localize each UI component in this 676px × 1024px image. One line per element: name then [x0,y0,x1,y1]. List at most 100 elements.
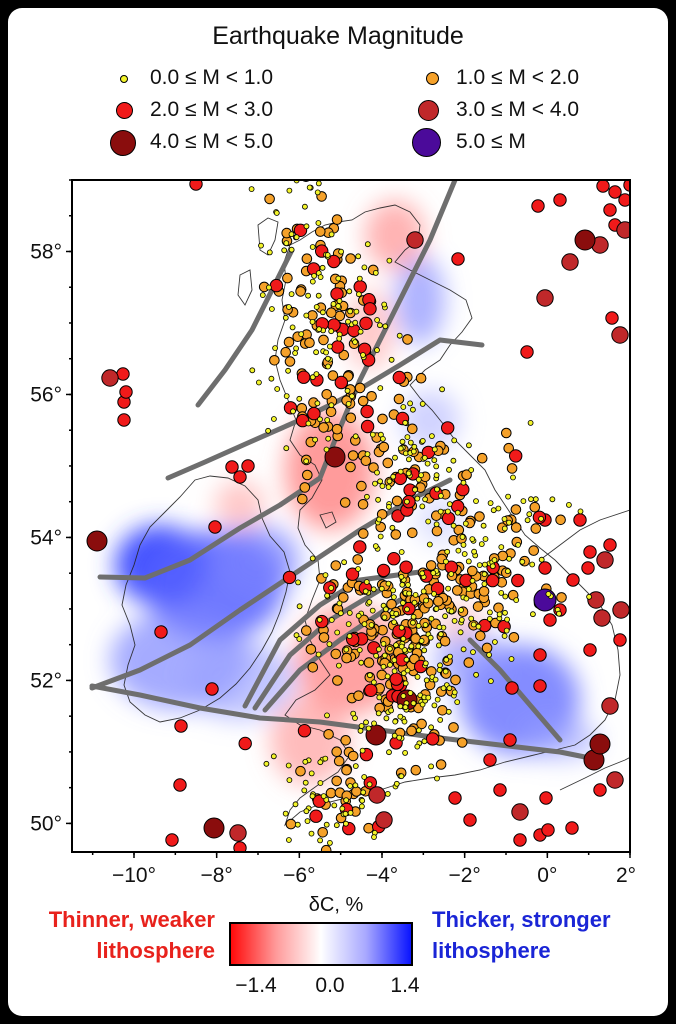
legend-label-m2: 2.0 ≤ M < 3.0 [150,98,274,121]
earthquake-marker [309,278,316,285]
earthquake-marker [346,633,353,639]
earthquake-marker [285,762,292,769]
earthquake-marker [360,404,374,419]
earthquake-marker [309,809,323,823]
earthquake-marker [325,363,332,370]
earthquake-marker [386,598,397,610]
earthquake-marker [323,349,330,356]
axis-ticks [66,179,631,858]
earthquake-marker [355,566,362,572]
earthquake-marker [353,280,367,294]
earthquake-marker [386,478,393,485]
earthquake-marker [618,193,630,207]
earthquake-marker [397,703,404,710]
earthquake-marker [589,733,611,755]
earthquake-marker [341,157,351,167]
legend-marker-m0 [120,75,128,83]
earthquake-marker [506,519,512,526]
earthquake-marker [444,548,451,555]
earthquake-marker [581,561,595,575]
earthquake-marker [457,629,464,636]
earthquake-marker [473,671,480,678]
earthquake-marker [374,347,380,354]
earthquake-marker [340,735,352,746]
earthquake-marker [611,326,629,344]
legend-marker-m5 [412,128,441,157]
earthquake-marker [316,326,323,333]
earthquake-marker [402,704,409,711]
earthquake-marker [380,663,387,670]
earthquake-marker [402,334,413,345]
earthquake-marker [386,257,393,264]
earthquake-marker [398,773,405,780]
earthquake-marker [308,830,315,837]
earthquake-marker [347,308,354,315]
earthquake-marker [428,763,435,770]
earthquake-marker [272,345,279,352]
earthquake-marker [461,469,472,481]
earthquake-marker [347,450,359,461]
earthquake-marker [317,416,323,423]
earthquake-marker [293,223,308,238]
earthquake-marker [439,386,446,393]
earthquake-marker [339,497,351,508]
earthquake-marker [410,448,417,455]
earthquake-marker [530,523,542,534]
earthquake-marker [376,516,383,523]
earthquake-marker [305,420,312,427]
earthquake-marker [392,454,398,461]
earthquake-marker [408,643,415,650]
earthquake-marker [383,715,390,722]
earthquake-marker [298,331,305,338]
earthquake-marker [241,459,255,473]
earthquake-marker [498,544,505,550]
earthquake-marker [446,685,453,692]
earthquake-marker [446,501,453,508]
earthquake-marker [496,611,503,618]
earthquake-marker [273,210,280,216]
colorbar-title: δC, % [308,894,364,916]
earthquake-marker [377,533,384,540]
earthquake-marker [356,480,367,492]
thicker-lithosphere-note: Thicker, stronger lithosphere [432,904,652,966]
earthquake-marker [330,560,342,571]
earthquake-marker [566,573,580,587]
earthquake-marker [487,678,494,684]
earthquake-marker [422,660,429,667]
earthquake-marker [503,442,515,454]
earthquake-marker [361,774,368,780]
earthquake-marker [308,770,315,777]
earthquake-marker [375,646,382,653]
earthquake-marker [313,371,320,378]
earthquake-marker [297,724,312,738]
earthquake-marker [369,607,376,614]
earthquake-marker [336,298,343,304]
earthquake-marker [527,419,534,426]
earthquake-marker [326,840,333,846]
earthquake-marker [327,254,341,269]
earthquake-marker [481,642,493,654]
earthquake-marker [415,727,422,734]
earthquake-marker [433,472,440,479]
lon-tick-label: −8° [200,864,232,887]
earthquake-marker [434,486,440,493]
earthquake-marker [331,775,343,787]
earthquake-marker [290,408,296,415]
earthquake-marker [536,289,554,307]
earthquake-marker [325,787,337,799]
earthquake-marker [375,710,382,717]
earthquake-marker [400,404,407,410]
earthquake-marker [377,478,384,485]
earthquake-marker [390,587,397,594]
earthquake-marker [435,759,447,770]
earthquake-marker [366,599,373,605]
earthquake-marker [283,393,290,400]
earthquake-marker [433,463,440,470]
earthquake-marker [326,343,333,350]
earthquake-marker [376,322,383,329]
earthquake-marker [399,560,413,574]
earthquake-marker [265,284,272,291]
earthquake-marker [407,439,414,446]
earthquake-marker [509,449,523,463]
